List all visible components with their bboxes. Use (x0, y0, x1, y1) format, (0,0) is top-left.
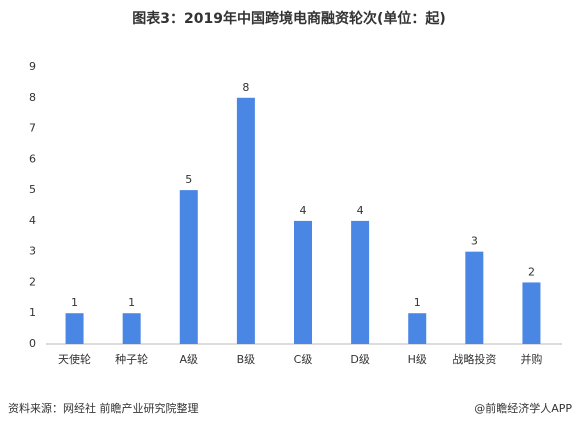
value-label: 1 (128, 296, 135, 309)
bar (351, 220, 370, 344)
y-tick-label: 2 (29, 275, 36, 288)
y-tick-label: 7 (29, 122, 36, 135)
bar (122, 313, 141, 344)
bar (236, 97, 255, 345)
y-tick-label: 3 (29, 245, 36, 258)
bar (522, 282, 541, 344)
bar (465, 251, 484, 344)
x-tick-label: 并购 (520, 352, 542, 366)
y-tick-label: 6 (29, 152, 36, 165)
source: 资料来源：网经社 前瞻产业研究院整理 (8, 401, 199, 415)
bar (294, 220, 312, 344)
y-tick-label: 5 (29, 183, 36, 196)
y-tick-label: 9 (29, 60, 36, 73)
y-tick-label: 4 (29, 214, 36, 227)
value-label: 3 (471, 235, 478, 248)
chart-title: 图表3：2019年中国跨境电商融资轮次(单位：起) (132, 10, 446, 27)
y-tick-label: 1 (29, 306, 36, 319)
x-tick-label: C级 (294, 353, 313, 366)
value-label: 1 (71, 296, 78, 309)
value-label: 4 (300, 204, 307, 217)
x-tick-label: 种子轮 (115, 352, 148, 366)
bar (179, 190, 198, 344)
bar (408, 313, 427, 344)
bar (65, 313, 84, 344)
value-label: 5 (185, 173, 192, 186)
x-tick-label: 战略投资 (452, 352, 496, 366)
y-tick-label: 0 (29, 337, 36, 350)
value-label: 8 (242, 81, 249, 94)
x-tick-label: A级 (180, 353, 199, 366)
x-tick-label: D级 (350, 353, 369, 366)
value-label: 4 (357, 204, 364, 217)
y-tick-label: 8 (29, 91, 36, 104)
x-tick-label: B级 (237, 353, 256, 366)
credit: @前瞻经济学人APP (474, 401, 572, 415)
x-tick-label: 天使轮 (58, 352, 91, 366)
value-label: 2 (528, 265, 535, 278)
value-label: 1 (414, 296, 421, 309)
x-tick-label: H级 (408, 353, 427, 366)
